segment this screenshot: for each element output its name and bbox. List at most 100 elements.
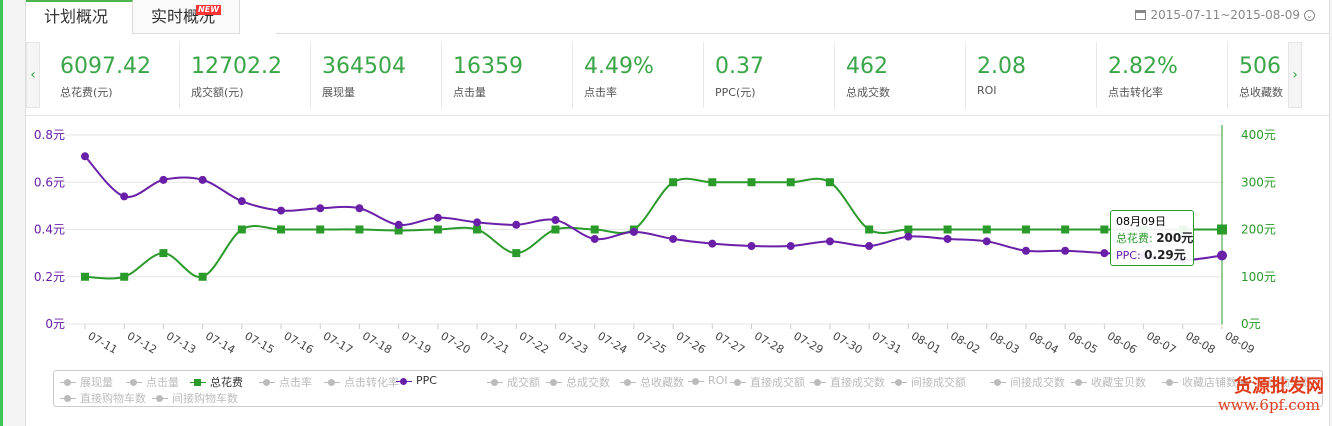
ppc-point: [277, 206, 286, 215]
spend-point: [81, 272, 89, 281]
legend-item[interactable]: 间接成交数: [990, 374, 1065, 390]
x-tick-label: 08-07: [1144, 329, 1178, 356]
legend-item[interactable]: PPC: [396, 374, 437, 387]
metrics-prev-button[interactable]: ‹: [26, 42, 40, 108]
ppc-point: [159, 175, 168, 184]
legend-label: 总收藏数: [640, 376, 684, 389]
legend-marker-icon: [190, 378, 206, 386]
ppc-point: [1100, 249, 1109, 258]
metrics-divider: [26, 115, 1329, 116]
legend-label: ROI: [708, 374, 728, 387]
metric-turnover[interactable]: 12702.2 成交额(元): [180, 42, 311, 108]
legend-item[interactable]: 总收藏数: [620, 374, 684, 390]
spend-point: [1217, 224, 1227, 235]
legend-label: 直接成交额: [750, 376, 805, 389]
ppc-point: [512, 220, 521, 229]
legend-item[interactable]: 总花费: [190, 374, 243, 390]
x-tick-label: 07-20: [438, 329, 472, 356]
tab-plan-overview[interactable]: 计划概况: [26, 0, 134, 34]
overview-panel: 计划概况 实时概况 NEW 2015-07-11~2015-08-09 ⌄ ‹ …: [25, 0, 1330, 426]
legend-label: 间接成交额: [911, 376, 966, 389]
legend-item[interactable]: 收藏宝贝数: [1071, 374, 1146, 390]
metric-total-deals[interactable]: 462 总成交数: [835, 42, 966, 108]
y-left-tick-label: 0.2元: [34, 270, 65, 284]
chevron-down-icon: ⌄: [1304, 9, 1315, 21]
y-right-tick-label: 300元: [1241, 175, 1276, 189]
y-left-tick-label: 0.4元: [34, 223, 65, 237]
legend-item[interactable]: 成交额: [487, 374, 540, 390]
legend-label: 成交额: [507, 376, 540, 389]
legend-item[interactable]: 点击率: [259, 374, 312, 390]
legend-label: 间接购物车数: [172, 392, 238, 405]
metrics-strip: 6097.42 总花费(元) 12702.2 成交额(元) 364504 展现量…: [49, 42, 1317, 108]
legend-marker-icon: [487, 378, 503, 386]
spend-point: [982, 225, 991, 234]
legend-item[interactable]: 点击量: [126, 374, 179, 390]
metric-label: PPC(元): [715, 86, 756, 99]
metric-total-spend[interactable]: 6097.42 总花费(元): [49, 42, 180, 108]
x-tick-label: 07-22: [517, 329, 551, 356]
tooltip-ppc-row: PPC: 0.29元: [1116, 247, 1188, 264]
x-tick-label: 08-03: [987, 329, 1021, 356]
metric-click-conversion[interactable]: 2.82% 点击转化率: [1097, 42, 1228, 108]
metric-value: 364504: [322, 54, 406, 79]
legend-item[interactable]: 直接成交额: [730, 374, 805, 390]
legend-label: 收藏宝贝数: [1091, 376, 1146, 389]
legend-label: 点击转化率: [344, 376, 399, 389]
legend-item[interactable]: 直接成交数: [810, 374, 885, 390]
y-left-tick-label: 0元: [45, 317, 65, 331]
metric-total-favorites[interactable]: 506 总收藏数: [1228, 42, 1317, 108]
legend-item[interactable]: 直接购物车数: [60, 390, 146, 406]
x-tick-label: 08-02: [948, 329, 982, 356]
x-tick-label: 08-06: [1105, 329, 1139, 356]
metric-impressions[interactable]: 364504 展现量: [311, 42, 442, 108]
spend-point: [1021, 225, 1030, 234]
legend-item[interactable]: 展现量: [60, 374, 113, 390]
x-tick-label: 07-18: [360, 329, 394, 356]
spend-point: [1061, 225, 1070, 234]
ppc-point: [551, 216, 560, 225]
x-tick-label: 07-16: [282, 329, 316, 356]
metric-ppc[interactable]: 0.37 PPC(元): [704, 42, 835, 108]
x-tick-label: 07-23: [556, 329, 590, 356]
metric-label: ROI: [977, 84, 997, 97]
legend-item[interactable]: 收藏店铺数: [1162, 374, 1237, 390]
legend-item[interactable]: 间接购物车数: [152, 390, 238, 406]
legend-marker-icon: [126, 378, 142, 386]
x-tick-label: 07-19: [399, 329, 433, 356]
x-tick-label: 07-30: [830, 329, 864, 356]
date-range-picker[interactable]: 2015-07-11~2015-08-09 ⌄: [1135, 8, 1315, 22]
x-tick-label: 07-17: [321, 329, 355, 356]
y-right-tick-label: 200元: [1241, 223, 1276, 237]
spend-point: [825, 178, 834, 187]
legend-item[interactable]: 间接成交额: [891, 374, 966, 390]
tooltip-spend-row: 总花费: 200元: [1116, 230, 1193, 247]
metric-clicks[interactable]: 16359 点击量: [442, 42, 573, 108]
chart-legend: 展现量 点击量 总花费 点击率 点击转化率 PPC 成交额 总成交数 总收藏数 ROI 直接成交额直…: [53, 370, 1323, 407]
metric-roi[interactable]: 2.08 ROI: [966, 42, 1097, 108]
spend-point: [943, 225, 952, 234]
legend-label: 总购物车数: [1257, 376, 1312, 389]
ppc-point: [355, 204, 364, 213]
y-right-tick-label: 400元: [1241, 128, 1276, 142]
metric-label: 点击转化率: [1108, 86, 1163, 99]
spend-point: [551, 225, 560, 234]
legend-marker-icon: [810, 378, 826, 386]
metric-ctr[interactable]: 4.49% 点击率: [573, 42, 704, 108]
metric-label: 点击率: [584, 86, 617, 99]
legend-marker-icon: [396, 377, 412, 385]
legend-marker-icon: [1071, 378, 1087, 386]
x-tick-label: 07-25: [634, 329, 668, 356]
legend-item[interactable]: 点击转化率: [324, 374, 399, 390]
metric-label: 总收藏数: [1239, 86, 1283, 99]
legend-marker-icon: [620, 378, 636, 386]
metric-value: 6097.42: [60, 54, 151, 79]
spend-point: [590, 225, 599, 234]
tab-realtime-overview[interactable]: 实时概况 NEW: [133, 0, 241, 34]
ppc-point: [943, 234, 952, 243]
ppc-point: [629, 227, 638, 236]
legend-item[interactable]: 总成交数: [546, 374, 610, 390]
legend-item[interactable]: ROI: [688, 374, 728, 387]
metrics-next-button[interactable]: ›: [1288, 42, 1302, 108]
legend-item[interactable]: 总购物车数: [1237, 374, 1312, 390]
